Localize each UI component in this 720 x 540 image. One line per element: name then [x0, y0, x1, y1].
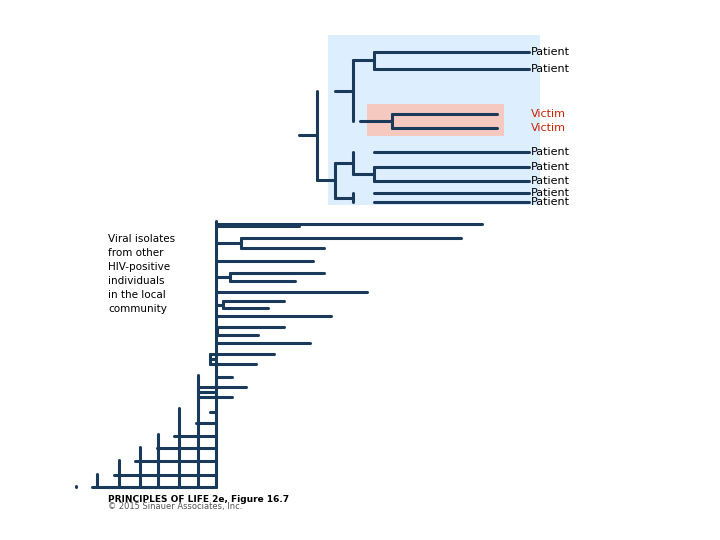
Text: Viral isolates
from other
HIV-positive
individuals
in the local
community: Viral isolates from other HIV-positive i… [108, 234, 175, 314]
Text: © 2015 Sinauer Associates, Inc.: © 2015 Sinauer Associates, Inc. [108, 502, 243, 511]
Text: Figure 16.7  A Forensic Application of Phylogenetic Analysis: Figure 16.7 A Forensic Application of Ph… [7, 9, 501, 26]
Text: Patient: Patient [531, 64, 570, 73]
Bar [328, 35, 540, 205]
Text: Patient: Patient [531, 188, 570, 198]
Text: Patient: Patient [531, 147, 570, 157]
Text: Patient: Patient [531, 197, 570, 207]
Text: PRINCIPLES OF LIFE 2e, Figure 16.7: PRINCIPLES OF LIFE 2e, Figure 16.7 [108, 495, 289, 504]
Bar [367, 104, 504, 137]
Text: Victim: Victim [531, 123, 567, 133]
Text: Victim: Victim [531, 109, 567, 119]
Text: Patient: Patient [531, 47, 570, 57]
Text: Patient: Patient [531, 176, 570, 186]
Text: Patient: Patient [531, 161, 570, 172]
